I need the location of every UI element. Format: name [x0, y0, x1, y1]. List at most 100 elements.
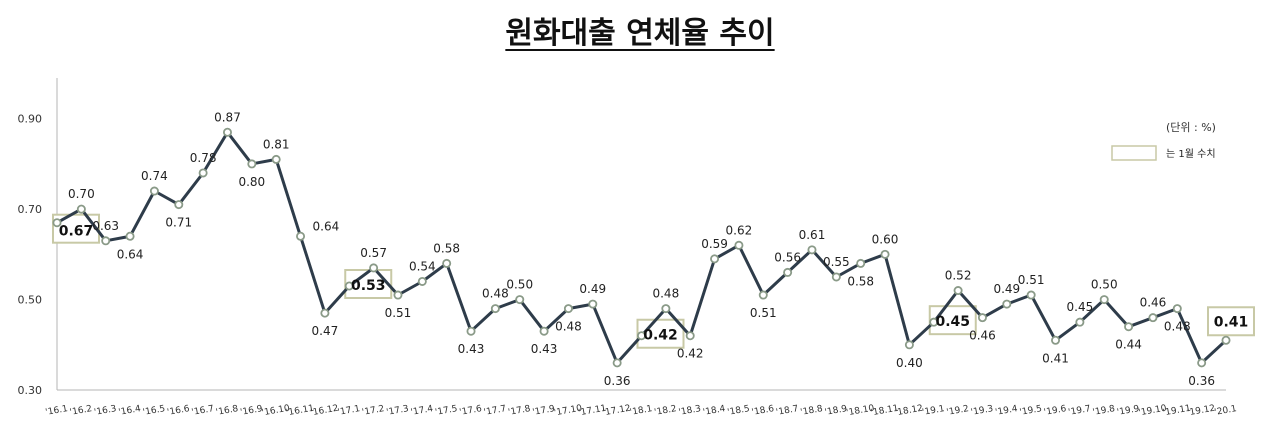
data-label: 0.61 [799, 228, 826, 242]
data-label: 0.48 [482, 287, 509, 301]
x-tick-label: '17.8 [507, 404, 531, 418]
data-label: 0.57 [360, 246, 387, 260]
data-markers [52, 127, 1231, 368]
x-tick-label: '17.1 [337, 404, 361, 418]
data-label: 0.49 [579, 282, 606, 296]
x-tick-label: '17.11 [578, 404, 608, 419]
data-label: 0.44 [1115, 338, 1142, 352]
data-point [880, 249, 890, 259]
data-label: 0.36 [604, 374, 631, 388]
data-label: 0.43 [531, 342, 558, 356]
x-ticks: '16.1'16.2'16.3'16.4'16.5'16.6'16.7'16.8… [45, 404, 1238, 419]
data-label: 0.50 [506, 278, 533, 292]
x-tick-label: '19.6 [1043, 404, 1067, 418]
data-point [1099, 295, 1109, 305]
x-tick-label: '16.11 [285, 404, 315, 419]
x-tick-label: '19.5 [1019, 404, 1043, 418]
data-label: 0.41 [1214, 314, 1249, 330]
x-tick-label: '18.2 [654, 404, 678, 418]
data-label: 0.62 [726, 223, 753, 237]
data-point [174, 200, 184, 210]
data-point [344, 281, 354, 291]
x-tick-label: '18.11 [870, 404, 900, 419]
data-label: 0.64 [117, 247, 144, 261]
x-tick-label: '18.6 [751, 404, 775, 418]
x-tick-label: '17.10 [553, 404, 583, 419]
data-point [734, 240, 744, 250]
x-tick-label: '18.5 [727, 404, 751, 418]
data-point [783, 267, 793, 277]
data-label: 0.80 [238, 175, 265, 189]
x-tick-label: '16.10 [261, 404, 291, 419]
data-label: 0.50 [1091, 278, 1118, 292]
data-point [222, 127, 232, 137]
data-label: 0.51 [1018, 273, 1045, 287]
data-point [1172, 304, 1182, 314]
data-label: 0.58 [847, 274, 874, 288]
data-label: 0.64 [313, 219, 340, 233]
x-tick-label: '18.8 [800, 404, 824, 418]
y-tick-label: 0.70 [18, 203, 43, 216]
data-point [758, 290, 768, 300]
x-tick-label: '17.9 [532, 404, 556, 418]
x-tick-label: '18.10 [846, 404, 876, 419]
x-tick-label: '19.11 [1162, 404, 1192, 419]
data-label: 0.59 [701, 237, 728, 251]
data-label: 0.45 [1067, 300, 1094, 314]
data-label: 0.42 [677, 347, 704, 361]
x-tick-label: '19.3 [970, 404, 994, 418]
x-tick-label: '19.7 [1068, 404, 1092, 418]
data-label: 0.48 [652, 287, 679, 301]
y-ticks: 0.30 0.50 0.70 0.90 [18, 113, 43, 397]
data-point [1002, 299, 1012, 309]
x-tick-label: '16.4 [118, 404, 142, 418]
y-tick-label: 0.90 [18, 113, 43, 126]
data-point [149, 186, 159, 196]
data-point [393, 290, 403, 300]
data-point [856, 258, 866, 268]
x-tick-label: '20.1 [1214, 404, 1238, 418]
data-label: 0.54 [409, 259, 436, 273]
x-tick-label: '16.5 [142, 404, 166, 418]
x-tick-label: '17.5 [434, 404, 458, 418]
data-point [1197, 358, 1207, 368]
data-labels: 0.67 0.70 0.63 0.64 0.74 0.71 0.78 0.87 0.80 0.81… [59, 110, 1249, 388]
data-point [612, 358, 622, 368]
data-point [1075, 317, 1085, 327]
unit-note: (단위 : %) [1166, 121, 1216, 134]
x-tick-label: '19.10 [1138, 404, 1168, 419]
data-point [977, 313, 987, 323]
data-label: 0.42 [643, 328, 678, 344]
data-point [710, 254, 720, 264]
x-tick-label: '17.4 [410, 404, 434, 418]
data-point [563, 304, 573, 314]
data-point [588, 299, 598, 309]
data-label: 0.46 [969, 329, 996, 343]
data-point [296, 231, 306, 241]
data-label: 0.74 [141, 169, 168, 183]
data-point [1221, 335, 1231, 345]
data-label: 0.78 [190, 151, 217, 165]
data-point [685, 331, 695, 341]
data-label: 0.53 [351, 278, 386, 294]
data-point [320, 308, 330, 318]
x-tick-label: '16.9 [240, 404, 264, 418]
data-point [637, 331, 647, 341]
data-label: 0.81 [263, 137, 290, 151]
data-label: 0.40 [896, 356, 923, 370]
x-tick-label: '19.1 [921, 404, 945, 418]
january-box [1207, 306, 1255, 337]
x-tick-label: '18.4 [702, 404, 726, 418]
data-point [929, 317, 939, 327]
data-point [271, 154, 281, 164]
x-tick-label: '16.3 [93, 404, 117, 418]
data-label: 0.51 [385, 306, 412, 320]
x-tick-label: '18.9 [824, 404, 848, 418]
data-label: 0.71 [165, 216, 192, 230]
y-tick-label: 0.30 [18, 384, 43, 397]
data-label: 0.48 [1164, 320, 1191, 334]
x-tick-label: '17.2 [361, 404, 385, 418]
x-tick-label: '17.12 [602, 404, 632, 419]
data-label: 0.48 [555, 320, 582, 334]
data-point [1026, 290, 1036, 300]
